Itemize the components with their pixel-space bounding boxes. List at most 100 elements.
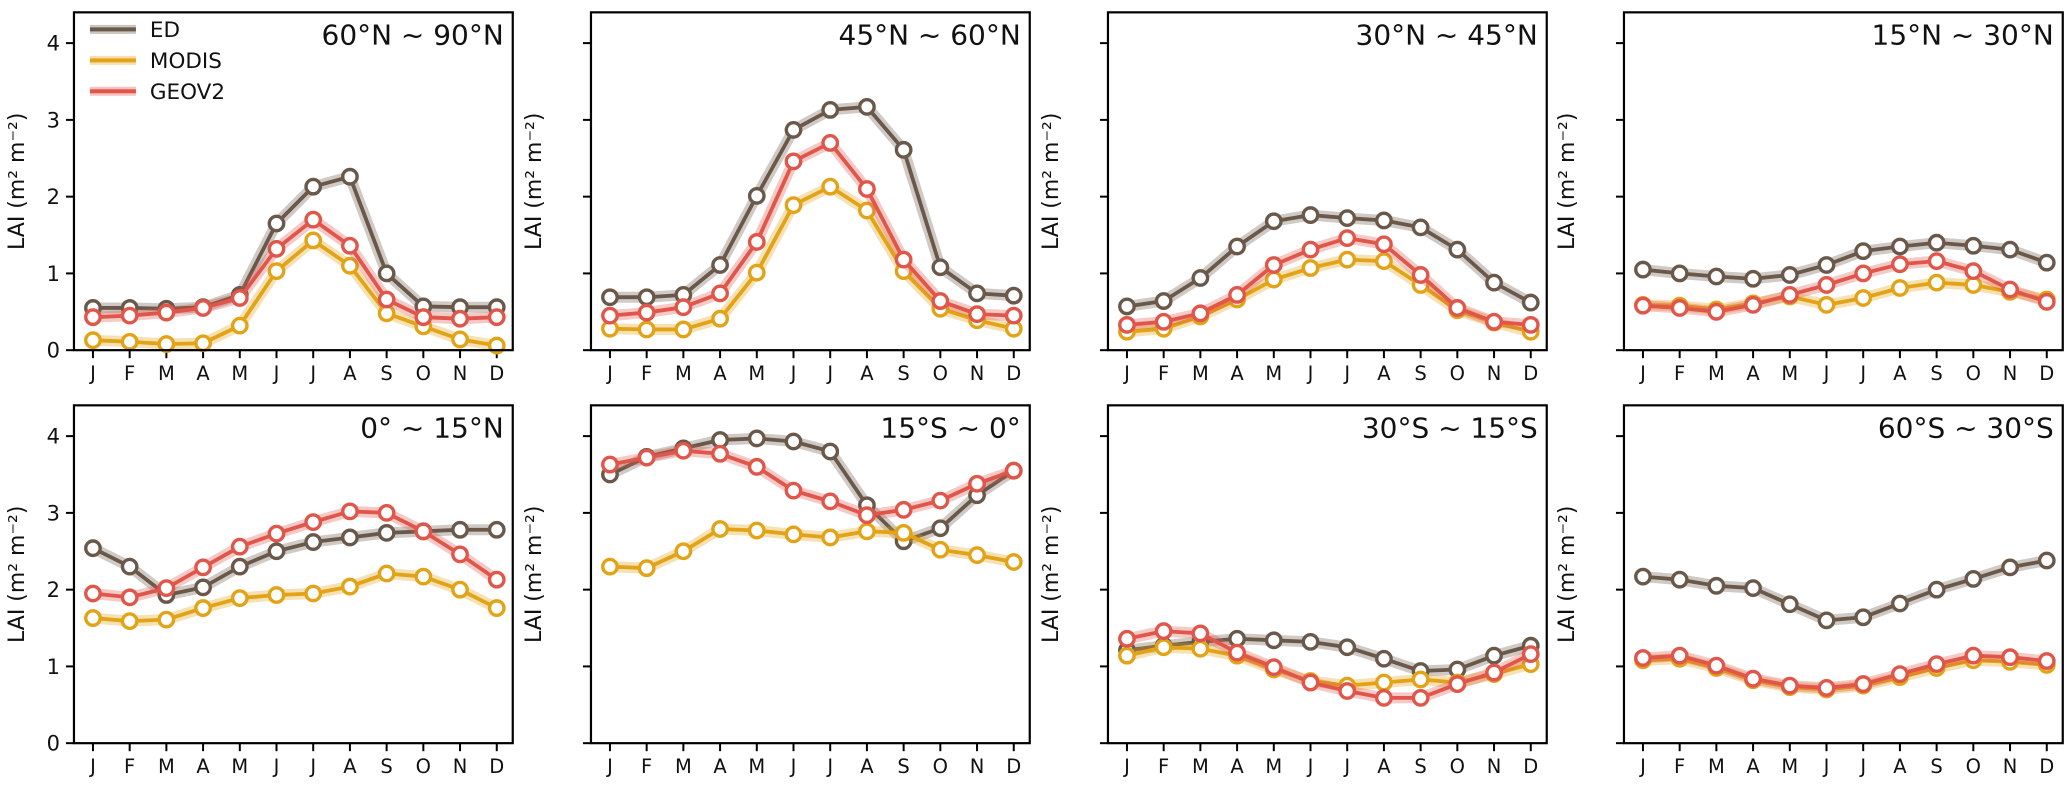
y-tick-label: 0 — [47, 731, 60, 755]
month-label: J — [1122, 755, 1130, 778]
plot-border — [1623, 403, 2065, 744]
series-GEOV2-marker — [487, 308, 506, 327]
series-MODIS-marker — [1891, 279, 1910, 297]
month-label: M — [675, 362, 692, 385]
y-tick-label: 2 — [47, 578, 60, 602]
y-axis-title: LAI (m² m⁻²) — [1038, 113, 1063, 250]
series-GEOV2-marker — [1154, 621, 1173, 640]
month-label: J — [272, 362, 280, 385]
series-GEOV2-marker — [894, 500, 913, 519]
series-ED-marker — [120, 557, 139, 576]
series-ED-marker — [1301, 206, 1319, 224]
series-ED-marker — [1671, 570, 1689, 589]
y-tick-label: 3 — [47, 501, 60, 525]
month-label: F — [1158, 362, 1169, 385]
series-GEOV2-marker — [2038, 292, 2056, 311]
month-label: S — [380, 362, 392, 385]
month-label: J — [308, 755, 316, 778]
series-GEOV2-marker — [1484, 312, 1503, 331]
legend-label-MODIS: MODIS — [150, 49, 222, 74]
month-label: O — [416, 755, 431, 778]
series-GEOV2-marker — [230, 537, 249, 556]
series-GEOV2-marker — [1854, 264, 1873, 283]
series-MODIS-marker — [451, 330, 469, 349]
series-ED-marker — [821, 442, 839, 460]
month-label: F — [1674, 362, 1685, 385]
month-label: J — [1342, 362, 1350, 385]
series-GEOV2-marker — [600, 306, 619, 325]
month-label: J — [605, 362, 613, 385]
month-label: M — [675, 755, 692, 778]
series-MODIS-marker — [1337, 250, 1356, 269]
month-label: A — [343, 755, 357, 778]
month-label: A — [1747, 362, 1761, 385]
month-label: F — [1674, 755, 1685, 778]
series-GEOV2-marker — [267, 239, 286, 258]
month-label: M — [1708, 362, 1725, 385]
month-label: M — [158, 362, 175, 385]
series-GEOV2-marker — [1117, 315, 1136, 334]
month-label: J — [1822, 362, 1830, 385]
series-ED-marker — [1891, 594, 1910, 612]
panel-title: 30°S ~ 15°S — [1361, 411, 1537, 444]
plot-border — [72, 403, 514, 744]
series-GEOV2-marker — [1521, 315, 1540, 334]
series-GEOV2-marker — [1671, 299, 1689, 317]
month-label: M — [1265, 755, 1282, 778]
series-GEOV2-marker — [821, 134, 839, 152]
month-label: A — [713, 362, 727, 385]
series-MODIS-marker — [857, 201, 876, 220]
panel-title: 15°N ~ 30°N — [1872, 18, 2054, 51]
series-GEOV2-marker — [747, 457, 766, 476]
series-GEOV2-marker — [1117, 629, 1136, 648]
series-ED-marker — [267, 214, 286, 233]
month-label: J — [788, 755, 796, 778]
series-MODIS-marker — [230, 316, 249, 335]
series-GEOV2-marker — [600, 455, 619, 473]
series-GEOV2-marker — [747, 233, 766, 251]
series-GEOV2-marker — [1190, 304, 1209, 323]
series-GEOV2-marker — [710, 284, 729, 303]
series-ED-marker — [710, 256, 729, 274]
month-label: A — [1230, 362, 1244, 385]
series-GEOV2-marker — [2038, 651, 2056, 670]
month-label: M — [748, 755, 765, 778]
month-label: S — [1931, 362, 1943, 385]
series-ED-marker — [1337, 637, 1356, 656]
series-GEOV2-band — [604, 137, 1020, 322]
month-label: A — [713, 755, 727, 778]
series-ED-marker — [1781, 594, 1799, 613]
month-label: F — [1158, 755, 1169, 778]
series-GEOV2-marker — [674, 298, 693, 317]
series-GEOV2-marker — [1707, 302, 1726, 321]
series-GEOV2-marker — [1190, 624, 1209, 642]
series-MODIS-marker — [674, 541, 693, 560]
y-tick-label: 3 — [47, 108, 60, 132]
series-MODIS-marker — [267, 585, 286, 604]
series-GEOV2-marker — [1927, 252, 1946, 271]
series-GEOV2-marker — [194, 557, 212, 576]
series-GEOV2-marker — [1301, 240, 1319, 259]
series-GEOV2-marker — [1301, 673, 1319, 691]
series-MODIS-marker — [894, 523, 913, 542]
month-label: J — [788, 362, 796, 385]
series-ED-marker — [931, 518, 949, 537]
month-label: F — [641, 755, 652, 778]
series-MODIS-marker — [84, 331, 102, 350]
series-GEOV2-marker — [967, 474, 986, 493]
series-GEOV2-marker — [267, 524, 286, 543]
series-ED-marker — [1964, 236, 1983, 255]
series-GEOV2-marker — [637, 448, 656, 467]
series-GEOV2-marker — [1484, 663, 1503, 681]
series-ED-marker — [1117, 297, 1136, 316]
series-ED-marker — [1634, 260, 1653, 279]
series-ED-marker — [747, 186, 766, 205]
series-ED-marker — [1927, 580, 1946, 599]
series-MODIS-marker — [857, 521, 876, 540]
series-MODIS-marker — [1004, 552, 1023, 571]
series-ED-band — [1637, 554, 2053, 626]
series-ED-marker — [1004, 286, 1023, 305]
